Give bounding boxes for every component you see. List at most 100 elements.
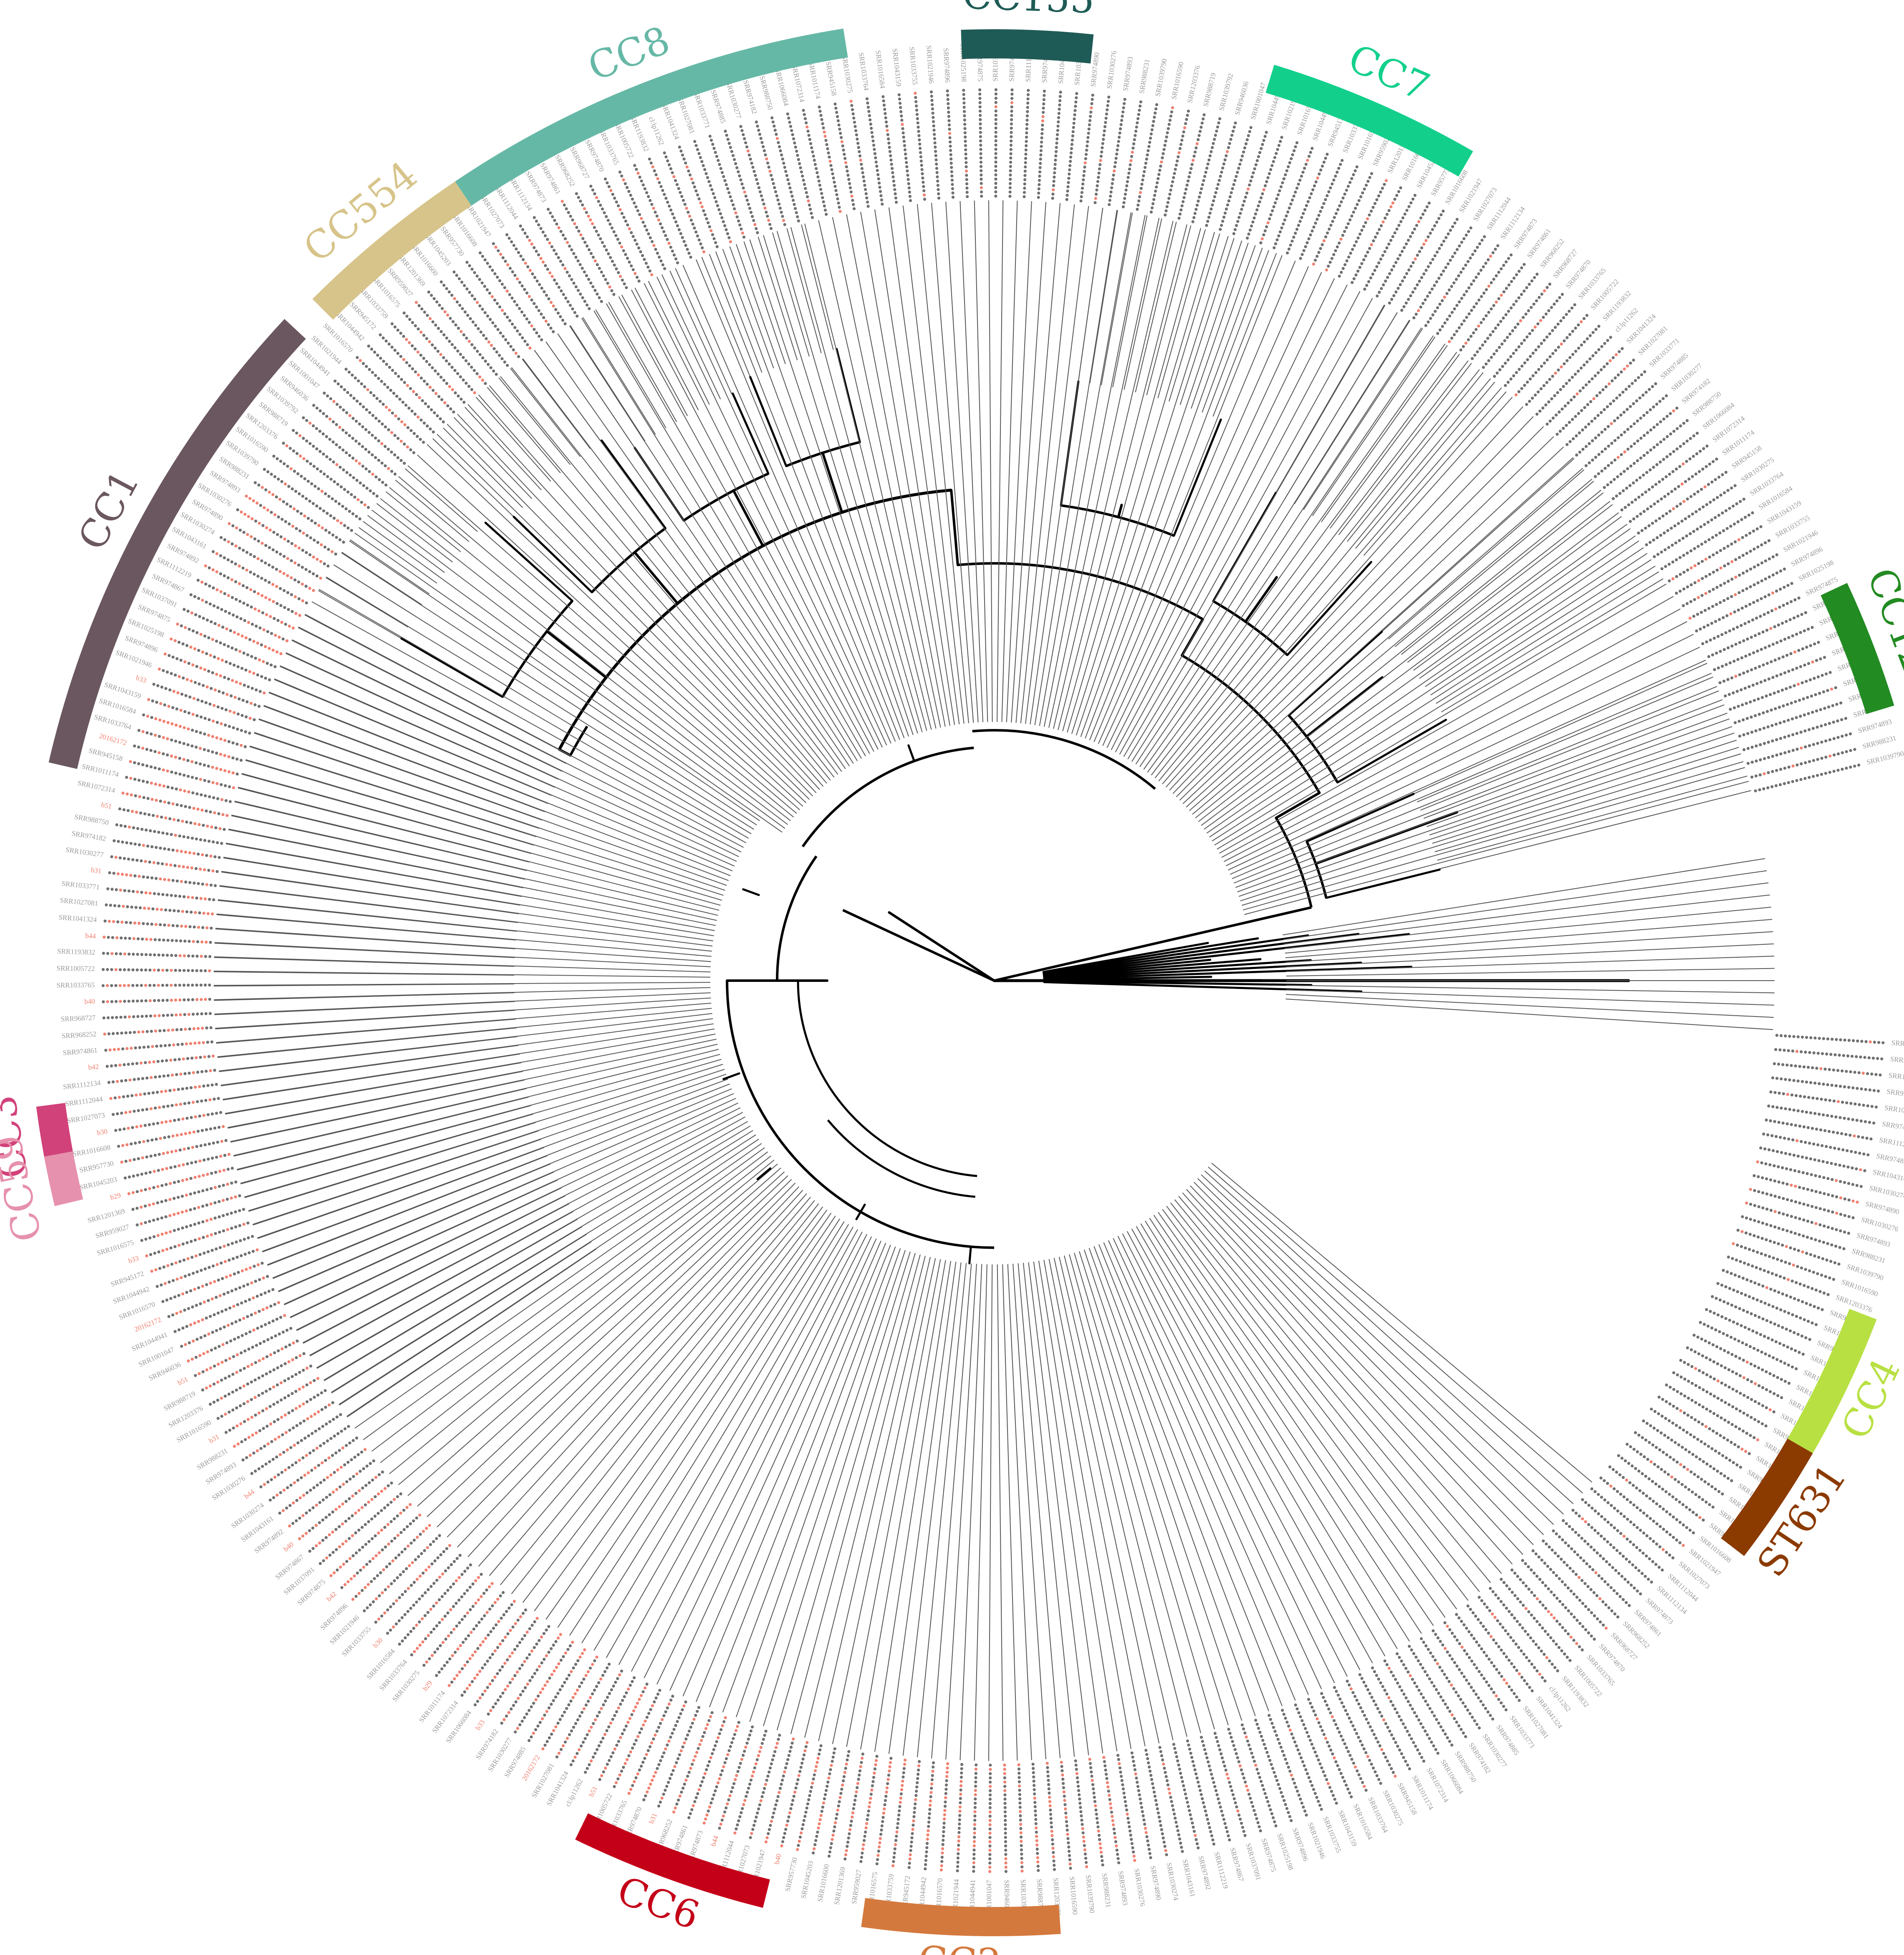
presence-dot bbox=[201, 1189, 205, 1193]
presence-dot bbox=[1642, 1511, 1646, 1515]
presence-dot bbox=[154, 1268, 157, 1271]
presence-dot bbox=[1773, 1392, 1776, 1395]
presence-dot bbox=[142, 844, 145, 847]
presence-dot bbox=[192, 1071, 195, 1075]
presence-dot bbox=[518, 1641, 521, 1644]
presence-dot bbox=[1411, 1707, 1414, 1710]
presence-dot bbox=[248, 732, 251, 735]
presence-dot bbox=[123, 857, 126, 860]
presence-dot bbox=[227, 1243, 230, 1246]
presence-dot bbox=[1157, 1811, 1160, 1815]
presence-dot bbox=[218, 1170, 222, 1173]
presence-dot bbox=[242, 1238, 246, 1241]
presence-dot bbox=[194, 867, 198, 870]
presence-dot bbox=[232, 786, 235, 790]
presence-dot bbox=[1528, 1686, 1531, 1689]
presence-dot bbox=[396, 1534, 400, 1537]
presence-dot bbox=[318, 1541, 321, 1545]
presence-dot bbox=[205, 1219, 209, 1222]
presence-dot bbox=[899, 1796, 902, 1800]
presence-dot bbox=[1513, 1665, 1516, 1669]
presence-dot bbox=[883, 1807, 886, 1811]
presence-dot bbox=[227, 1168, 230, 1171]
presence-dot bbox=[1211, 1777, 1214, 1780]
presence-dot bbox=[152, 1235, 156, 1239]
presence-dot bbox=[143, 906, 146, 910]
presence-dot bbox=[162, 1029, 166, 1032]
presence-dot bbox=[1785, 1063, 1789, 1067]
presence-dot bbox=[525, 1712, 528, 1716]
presence-dot bbox=[1638, 1549, 1641, 1552]
presence-dot bbox=[140, 890, 144, 894]
presence-dot bbox=[166, 938, 169, 942]
presence-dot bbox=[1162, 1836, 1165, 1840]
presence-dot bbox=[1753, 1204, 1756, 1207]
presence-dot bbox=[956, 1861, 960, 1864]
presence-dot bbox=[1149, 1856, 1152, 1859]
presence-dot bbox=[1747, 1452, 1751, 1456]
presence-dot bbox=[1690, 1416, 1693, 1419]
presence-dot bbox=[152, 1091, 155, 1095]
presence-dot bbox=[909, 1853, 912, 1857]
presence-dot bbox=[753, 1819, 757, 1823]
presence-dot bbox=[436, 1647, 439, 1651]
presence-dot bbox=[545, 1654, 548, 1657]
presence-dot bbox=[939, 1868, 943, 1872]
presence-dot bbox=[210, 1040, 214, 1044]
presence-dot bbox=[1664, 1417, 1667, 1420]
presence-dot bbox=[974, 1768, 978, 1771]
presence-dot bbox=[1068, 1854, 1071, 1857]
presence-dot bbox=[233, 696, 237, 699]
presence-dot bbox=[353, 1574, 356, 1578]
presence-dot bbox=[1412, 1652, 1416, 1655]
presence-dot bbox=[1063, 1803, 1067, 1806]
presence-dot bbox=[1078, 1801, 1082, 1805]
presence-dot bbox=[816, 1756, 820, 1760]
presence-dot bbox=[538, 1721, 542, 1724]
presence-dot bbox=[1395, 1711, 1399, 1714]
presence-dot bbox=[1051, 1842, 1054, 1846]
presence-dot bbox=[1133, 1768, 1136, 1771]
presence-dot bbox=[489, 1630, 492, 1633]
presence-dot bbox=[1806, 1236, 1809, 1239]
presence-dot bbox=[1060, 1765, 1063, 1768]
presence-dot bbox=[224, 1139, 228, 1142]
presence-dot bbox=[1552, 1639, 1555, 1643]
presence-dot bbox=[736, 1725, 739, 1728]
presence-dot bbox=[146, 714, 149, 718]
presence-dot bbox=[174, 1103, 178, 1107]
presence-dot bbox=[343, 1463, 346, 1466]
presence-dot bbox=[1761, 1176, 1764, 1180]
presence-dot bbox=[306, 1367, 309, 1370]
presence-dot bbox=[689, 1725, 692, 1729]
presence-dot bbox=[1628, 1604, 1631, 1607]
presence-dot bbox=[1702, 1460, 1705, 1463]
presence-dot bbox=[1805, 1080, 1808, 1084]
presence-dot bbox=[1621, 1476, 1625, 1479]
presence-dot bbox=[167, 1315, 171, 1318]
presence-dot bbox=[247, 685, 250, 689]
presence-dot bbox=[1718, 1330, 1721, 1333]
presence-dot bbox=[867, 1809, 870, 1813]
presence-dot bbox=[161, 1059, 164, 1063]
presence-dot bbox=[497, 1620, 500, 1623]
presence-dot bbox=[1765, 1177, 1768, 1181]
presence-dot bbox=[1484, 1628, 1487, 1632]
presence-dot bbox=[714, 1789, 717, 1793]
presence-dot bbox=[1777, 1291, 1780, 1294]
presence-dot bbox=[1508, 1587, 1511, 1591]
presence-dot bbox=[207, 780, 210, 783]
presence-dot bbox=[593, 1718, 597, 1721]
presence-dot bbox=[1667, 1473, 1670, 1476]
presence-dot bbox=[1818, 1112, 1821, 1116]
presence-dot bbox=[1689, 1348, 1693, 1352]
presence-dot bbox=[393, 1579, 396, 1582]
presence-dot bbox=[396, 1576, 399, 1579]
presence-dot bbox=[192, 697, 196, 700]
presence-dot bbox=[230, 1322, 234, 1325]
presence-dot bbox=[205, 1386, 208, 1390]
presence-dot bbox=[1240, 1821, 1243, 1825]
presence-dot bbox=[463, 1592, 466, 1595]
presence-dot bbox=[139, 811, 142, 815]
presence-dot bbox=[1655, 1502, 1658, 1506]
